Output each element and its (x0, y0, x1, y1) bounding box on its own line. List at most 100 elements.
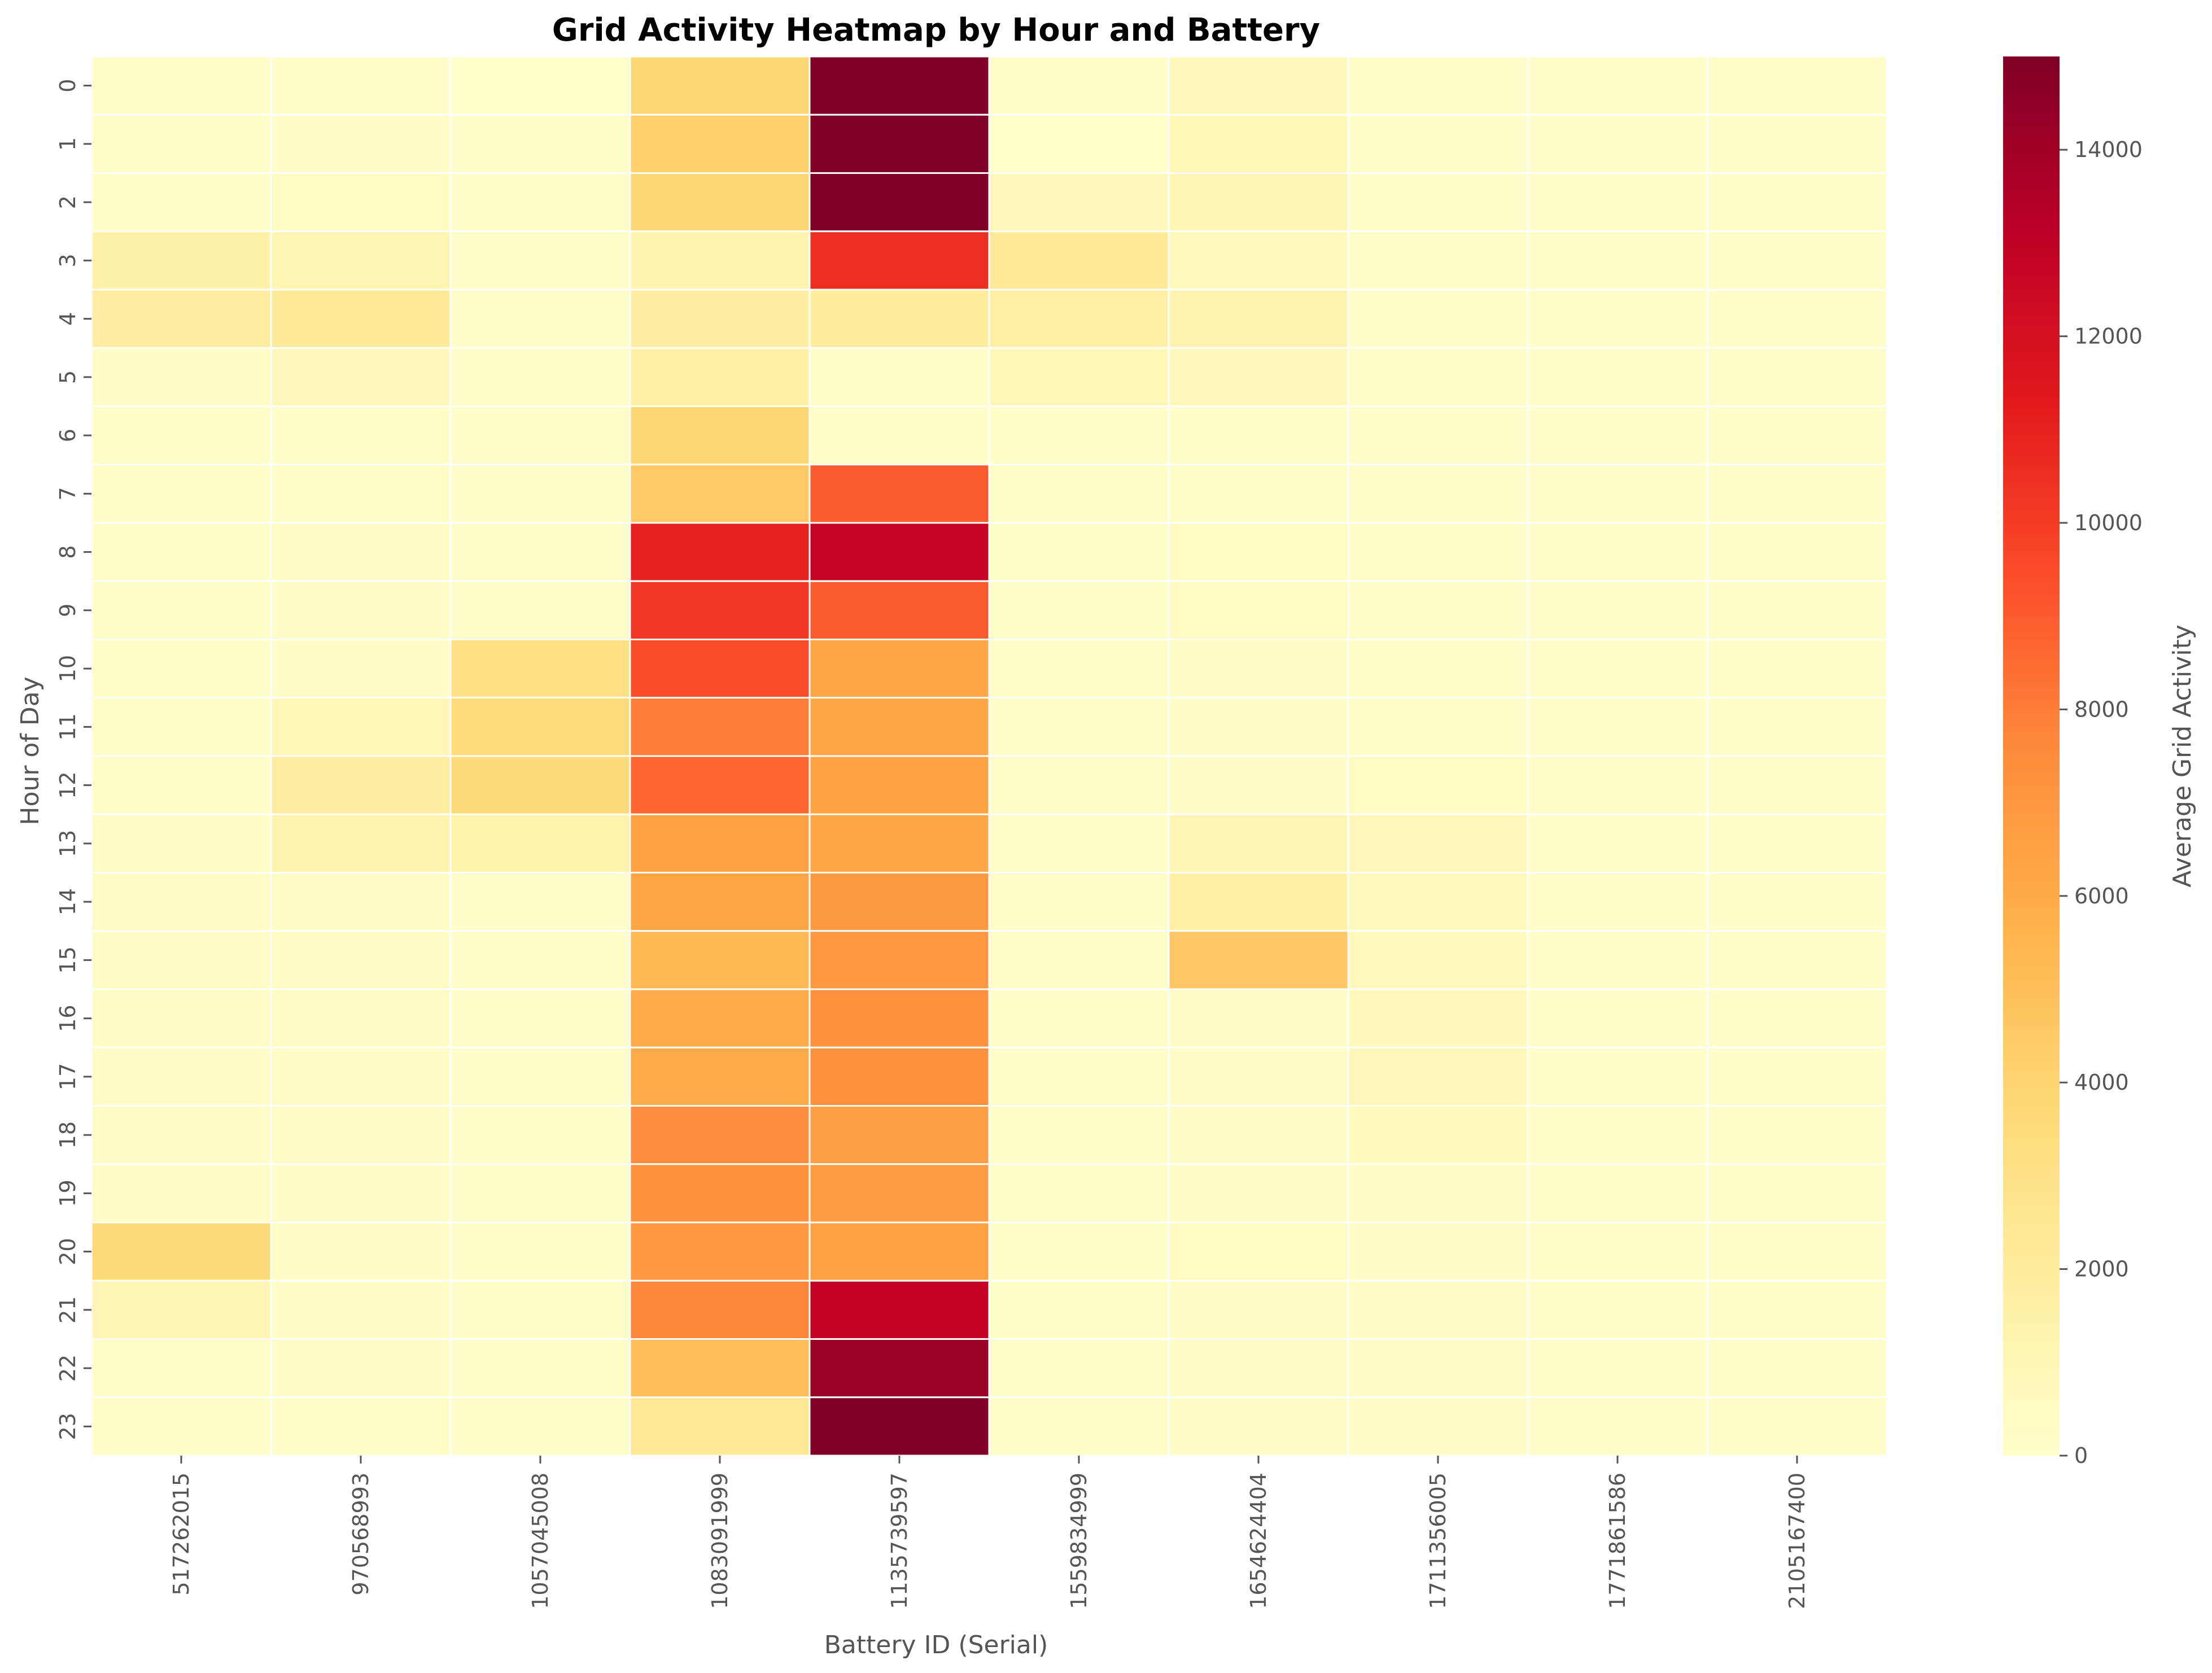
x-tick-label: 1135739597 (887, 1473, 912, 1609)
heatmap-cell (629, 755, 811, 815)
heatmap-cell (1706, 639, 1888, 699)
heatmap-cell (629, 347, 811, 407)
heatmap-cell (270, 55, 452, 116)
heatmap-cell (808, 697, 990, 757)
heatmap-cell (808, 522, 990, 582)
heatmap-cell (1347, 1396, 1529, 1457)
heatmap-cell (629, 113, 811, 174)
heatmap-cell (808, 464, 990, 524)
colorbar-tick-label: 12000 (2074, 324, 2143, 349)
heatmap-cell (1347, 697, 1529, 757)
heatmap-cell (1347, 405, 1529, 466)
heatmap-cell (90, 55, 272, 116)
heatmap-cell (1527, 405, 1708, 466)
heatmap-cell (270, 1338, 452, 1399)
heatmap-cell (988, 1046, 1170, 1107)
heatmap-cell (988, 1163, 1170, 1224)
heatmap-cell (1527, 172, 1708, 233)
heatmap-cell (1527, 1046, 1708, 1107)
heatmap-cell (1347, 988, 1529, 1049)
heatmap-cell (1527, 230, 1708, 291)
heatmap-cell (1347, 1279, 1529, 1340)
heatmap-cell (1706, 1163, 1888, 1224)
heatmap-cell (1706, 1046, 1888, 1107)
heatmap-cell (1706, 930, 1888, 990)
y-tick-label: 13 (55, 830, 80, 857)
heatmap-cell (629, 1279, 811, 1340)
colorbar-tick-label: 8000 (2074, 697, 2129, 722)
heatmap-cell (270, 930, 452, 990)
heatmap-cell (90, 230, 272, 291)
heatmap-cell (629, 1105, 811, 1165)
heatmap-cell (449, 872, 631, 932)
y-tick-label: 20 (55, 1238, 80, 1265)
heatmap-cell (270, 1046, 452, 1107)
heatmap-cell (988, 1396, 1170, 1457)
heatmap-cell (988, 1338, 1170, 1399)
heatmap-cell (449, 113, 631, 174)
y-tick-label: 14 (55, 888, 80, 915)
heatmap-cell (270, 522, 452, 582)
heatmap-cell (1347, 55, 1529, 116)
heatmap-cell (1168, 1105, 1349, 1165)
heatmap-cell (1706, 1105, 1888, 1165)
heatmap-cell (808, 172, 990, 233)
heatmap-cell (1706, 289, 1888, 349)
colorbar-label: Average Grid Activity (2168, 624, 2197, 888)
y-tick-label: 16 (55, 1004, 80, 1032)
heatmap-cell (1347, 1338, 1529, 1399)
heatmap-cell (988, 347, 1170, 407)
heatmap-cell (1527, 639, 1708, 699)
heatmap-cell (988, 697, 1170, 757)
heatmap-cell (808, 405, 990, 466)
heatmap-cell (90, 639, 272, 699)
heatmap-cell (1527, 347, 1708, 407)
heatmap-cell (449, 1338, 631, 1399)
heatmap-cell (1168, 172, 1349, 233)
heatmap-cell (1347, 1046, 1529, 1107)
heatmap-cell (1706, 755, 1888, 815)
x-tick-label: 1057045008 (528, 1473, 553, 1609)
heatmap-cell (1706, 1396, 1888, 1457)
heatmap-cell (808, 639, 990, 699)
heatmap-cell (449, 1046, 631, 1107)
heatmap-cell (808, 580, 990, 640)
heatmap-cell (1347, 1221, 1529, 1282)
heatmap-cell (1168, 347, 1349, 407)
heatmap-cell (449, 347, 631, 407)
heatmap-cell (808, 1396, 990, 1457)
heatmap-cell (808, 1279, 990, 1340)
y-tick-label: 6 (55, 429, 80, 442)
heatmap-cell (1168, 55, 1349, 116)
heatmap-cell (449, 930, 631, 990)
heatmap-cell (90, 755, 272, 815)
x-tick-label: 1654624404 (1246, 1473, 1271, 1609)
heatmap-cell (449, 1279, 631, 1340)
heatmap-cell (1527, 289, 1708, 349)
heatmap-cell (1527, 55, 1708, 116)
y-tick-label: 1 (55, 137, 80, 151)
heatmap-cell (808, 1105, 990, 1165)
heatmap-cell (270, 1163, 452, 1224)
heatmap-cell (988, 755, 1170, 815)
heatmap-cell (270, 230, 452, 291)
y-tick-label: 0 (55, 79, 80, 93)
heatmap-cell (629, 930, 811, 990)
colorbar-tick-label: 4000 (2074, 1070, 2129, 1095)
heatmap-cell (1168, 230, 1349, 291)
heatmap-cell (988, 113, 1170, 174)
heatmap-cell (808, 872, 990, 932)
heatmap-cell (808, 1046, 990, 1107)
heatmap-cell (449, 522, 631, 582)
heatmap-cell (629, 872, 811, 932)
heatmap-cell (270, 1221, 452, 1282)
heatmap-cell (1706, 522, 1888, 582)
heatmap-cell (1168, 1396, 1349, 1457)
y-tick-label: 4 (55, 312, 80, 326)
x-tick-label: 1559834999 (1066, 1473, 1091, 1609)
heatmap-cell (1168, 113, 1349, 174)
y-tick-label: 15 (55, 946, 80, 973)
heatmap-cell (629, 1396, 811, 1457)
y-tick-label: 9 (55, 604, 80, 617)
